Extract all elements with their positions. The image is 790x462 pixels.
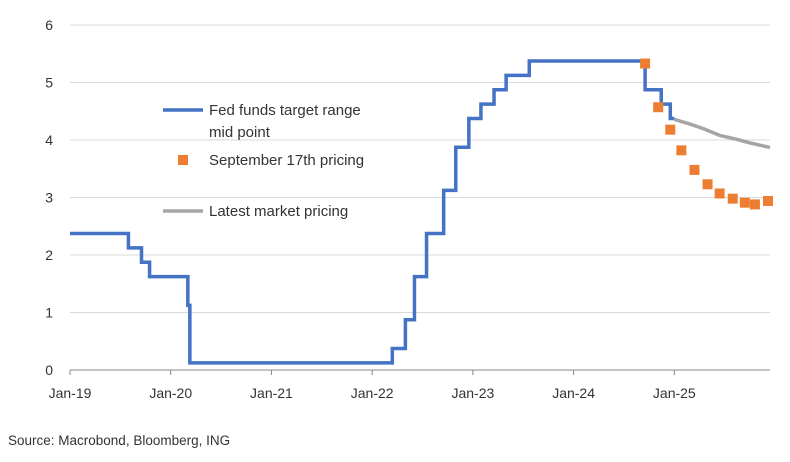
source-note: Source: Macrobond, Bloomberg, ING [8,433,231,448]
legend-label-fed-funds: Fed funds target range [209,102,361,119]
y-tick-label: 5 [45,75,53,91]
series-layer [70,58,773,365]
x-axis: Jan-19 Jan-20 Jan-21 Jan-22 Jan-23 Jan-24 Jan-… [49,369,770,401]
sept-pricing-point [653,102,664,113]
y-tick-label: 4 [45,132,53,148]
series-fed-funds-line [70,59,675,365]
legend-swatch-sept-pricing [178,155,188,165]
sept-pricing-point [702,179,713,190]
sept-pricing-point [665,124,676,135]
x-tick-label: Jan-19 [49,385,92,401]
sept-pricing-point [676,145,687,156]
sept-pricing-point [727,193,738,204]
legend-label-fed-funds: mid point [209,124,271,141]
sept-pricing-point [739,197,750,208]
x-tick-label: Jan-23 [451,385,494,401]
y-tick-label: 6 [45,17,53,33]
y-tick-label: 3 [45,190,53,206]
legend: Fed funds target range mid point September… [163,102,364,220]
y-tick-label: 2 [45,247,53,263]
x-tick-label: Jan-20 [149,385,192,401]
sept-pricing-point [749,199,760,210]
legend-label-latest-pricing: Latest market pricing [209,203,348,220]
sept-pricing-point [689,164,700,175]
sept-pricing-point [714,188,725,199]
series-latest-pricing-line [673,117,771,150]
sept-pricing-point [762,195,773,206]
x-tick-label: Jan-25 [653,385,696,401]
sept-pricing-point [640,58,651,69]
x-tick-label: Jan-24 [552,385,595,401]
gridlines [70,24,770,313]
y-tick-label: 0 [45,362,53,378]
x-tick-label: Jan-21 [250,385,293,401]
y-tick-label: 1 [45,305,53,321]
legend-label-sept-pricing: September 17th pricing [209,152,364,169]
x-tick-label: Jan-22 [351,385,394,401]
y-axis-tick-labels: 0 1 2 3 4 5 6 [45,17,53,378]
